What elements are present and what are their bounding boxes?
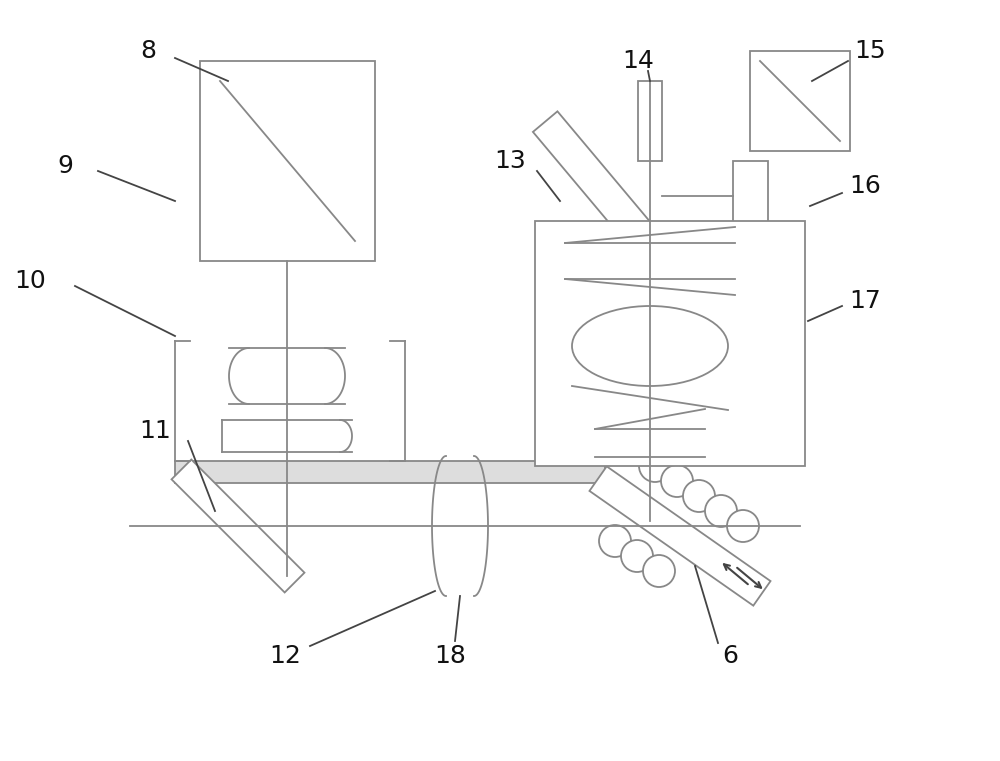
Circle shape	[661, 465, 693, 497]
Ellipse shape	[572, 306, 728, 386]
Circle shape	[683, 480, 715, 512]
Text: 16: 16	[849, 174, 881, 198]
Bar	[638, 81, 662, 161]
Bar	[200, 61, 375, 261]
Text: 8: 8	[140, 39, 156, 63]
Circle shape	[599, 525, 631, 557]
Polygon shape	[589, 466, 771, 606]
Text: 9: 9	[57, 154, 73, 178]
Text: 13: 13	[494, 149, 526, 173]
Circle shape	[621, 540, 653, 572]
Bar	[175, 461, 605, 483]
Circle shape	[727, 510, 759, 542]
Circle shape	[639, 450, 671, 482]
Bar	[733, 161, 768, 231]
Bar	[535, 221, 805, 466]
Text: 17: 17	[849, 289, 881, 313]
Text: 11: 11	[139, 419, 171, 443]
Bar	[750, 51, 850, 151]
Circle shape	[643, 555, 675, 587]
Text: 18: 18	[434, 644, 466, 668]
Text: 14: 14	[622, 49, 654, 73]
Polygon shape	[533, 111, 657, 250]
Text: 6: 6	[722, 644, 738, 668]
Text: 10: 10	[14, 269, 46, 293]
Text: 15: 15	[854, 39, 886, 63]
Polygon shape	[172, 460, 304, 593]
Text: 12: 12	[269, 644, 301, 668]
Circle shape	[705, 495, 737, 527]
